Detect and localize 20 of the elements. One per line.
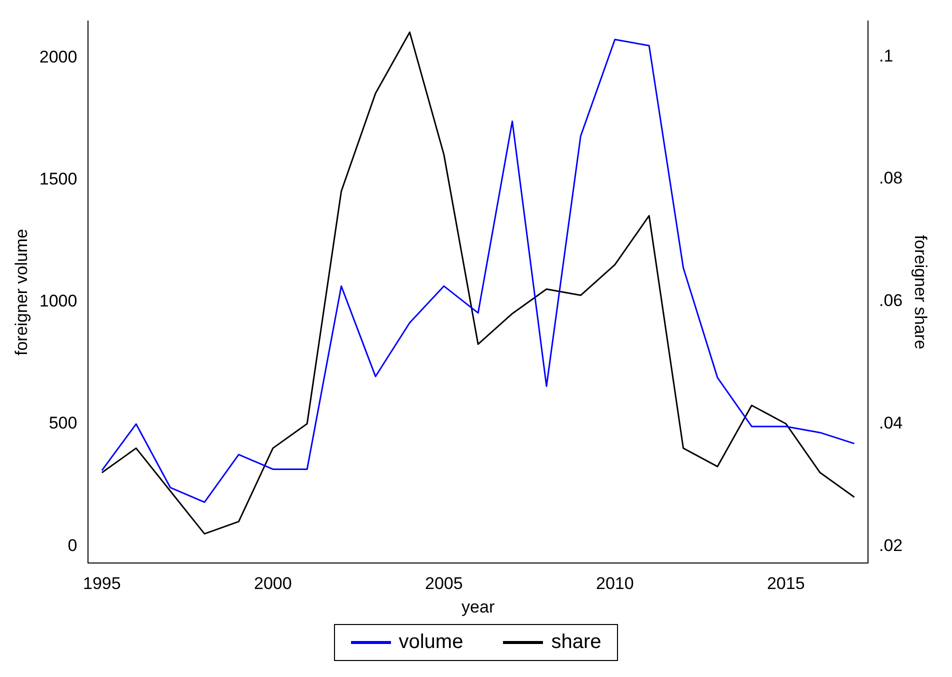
y-tick-label: 500 — [48, 414, 78, 433]
x-tick-label: 1995 — [82, 574, 121, 594]
y-tick-label: 0 — [68, 536, 78, 555]
x-tick-label: 2015 — [766, 574, 805, 594]
y2-tick-label: .02 — [878, 536, 903, 555]
x-tick-label: 2010 — [596, 574, 634, 594]
x-axis-title: year — [462, 597, 495, 616]
y2-tick-label: .04 — [878, 413, 903, 432]
y2-tick-label: .06 — [878, 291, 903, 310]
y2-tick-label: .08 — [878, 168, 903, 188]
x-tick-label: 2000 — [254, 574, 292, 594]
y2-axis-title: foreigner share — [911, 235, 930, 350]
x-tick-label: 2005 — [424, 574, 463, 594]
y-tick-label: 1000 — [39, 292, 78, 311]
y-axis-title: foreigner volume — [12, 228, 31, 356]
y2-tick-label: .1 — [878, 46, 894, 66]
legend-label: volume — [398, 631, 464, 654]
y-tick-label: 1500 — [39, 170, 78, 189]
legend-label: share — [551, 631, 602, 654]
y-tick-label: 2000 — [39, 48, 78, 67]
